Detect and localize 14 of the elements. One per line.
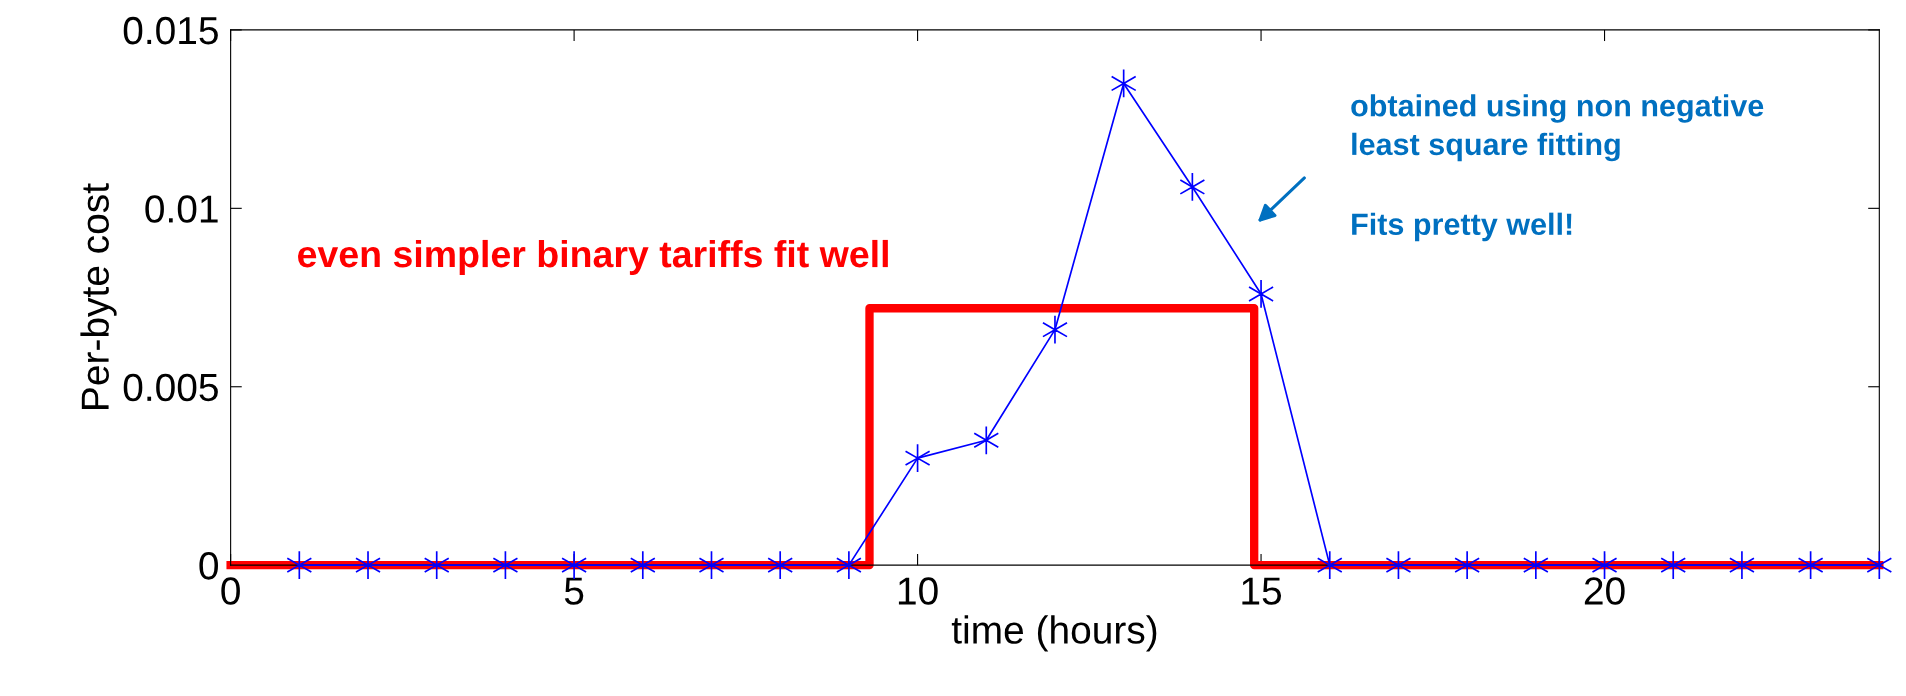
x-tick-label: 20: [1584, 577, 1625, 605]
x-tick-label: 5: [564, 577, 584, 605]
y-tick-label: 0.005: [123, 373, 218, 402]
annotation: Fits pretty well!: [1352, 212, 1572, 242]
y-tick-label: 0.015: [123, 16, 218, 45]
x-axis-title: time (hours): [951, 615, 1157, 652]
x-tick-label: 10: [898, 577, 938, 605]
annotation: obtained using non negative least square fitting: [1351, 94, 1764, 162]
y-tick-label: 0: [199, 552, 218, 580]
annotation: even simpler binary tariffs fit well: [298, 239, 888, 275]
y-tick-label: 0.01: [145, 195, 218, 223]
x-tick-label: 15: [1242, 577, 1282, 605]
x-tick-label: 0: [221, 577, 240, 605]
y-axis-title: Per-byte cost: [80, 183, 117, 409]
